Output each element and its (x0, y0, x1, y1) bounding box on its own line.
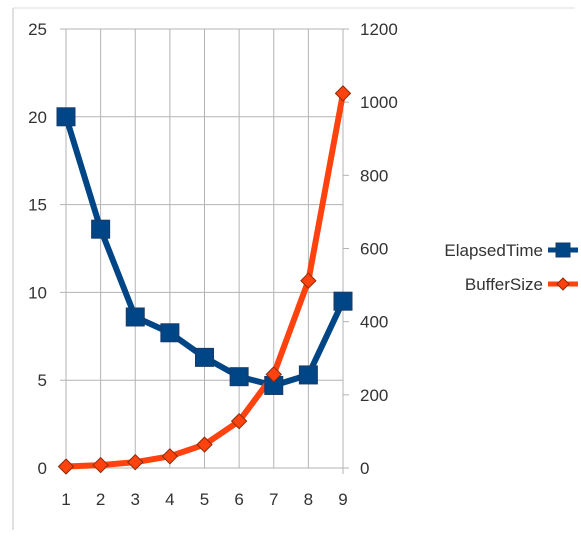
data-point-diamond (300, 272, 317, 289)
legend-label-elapsedtime: ElapsedTime (444, 241, 543, 260)
data-point-diamond (127, 453, 144, 471)
y2-tick-label: 600 (360, 240, 388, 259)
x-tick-label: 1 (61, 490, 70, 509)
x-tick-label: 5 (200, 490, 209, 509)
y-tick-label: 20 (28, 108, 47, 127)
data-point-diamond (334, 85, 352, 102)
y2-tick-label: 400 (360, 313, 388, 332)
y2-tick-label: 1000 (360, 93, 398, 112)
x-tick-label: 3 (131, 490, 140, 509)
data-point-square (56, 107, 76, 127)
data-point-square (91, 219, 111, 239)
legend-marker-square (555, 242, 571, 258)
y-tick-label: 25 (28, 20, 47, 39)
data-point-square (195, 347, 214, 367)
x-tick-label: 2 (96, 490, 105, 509)
data-point-square (125, 307, 145, 327)
data-point-diamond (92, 456, 109, 474)
data-point-diamond (196, 436, 213, 453)
x-tick-label: 9 (338, 490, 347, 509)
legend-label-buffersize: BufferSize (465, 275, 543, 294)
data-point-square (333, 291, 353, 311)
data-point-diamond (161, 448, 179, 465)
data-point-square (229, 367, 249, 387)
data-point-diamond (57, 458, 75, 475)
data-point-square (160, 323, 180, 343)
y2-tick-label: 200 (360, 386, 388, 405)
y-tick-label: 5 (38, 371, 47, 390)
y2-tick-label: 800 (360, 166, 388, 185)
y2-tick-label: 0 (360, 459, 369, 478)
y-tick-label: 0 (38, 459, 47, 478)
legend: ElapsedTime BufferSize (444, 241, 578, 294)
x-tick-label: 6 (234, 490, 243, 509)
x-tick-label: 8 (304, 490, 313, 509)
x-tick-label: 7 (269, 490, 278, 509)
x-tick-label: 4 (165, 490, 174, 509)
data-point-diamond (230, 412, 248, 430)
y-tick-label: 10 (28, 283, 47, 302)
series (56, 85, 353, 475)
y2-tick-label: 1200 (360, 20, 398, 39)
data-point-diamond (265, 366, 282, 383)
legend-marker-diamond (556, 277, 570, 291)
data-point-square (298, 365, 318, 385)
y-tick-label: 15 (28, 196, 47, 215)
